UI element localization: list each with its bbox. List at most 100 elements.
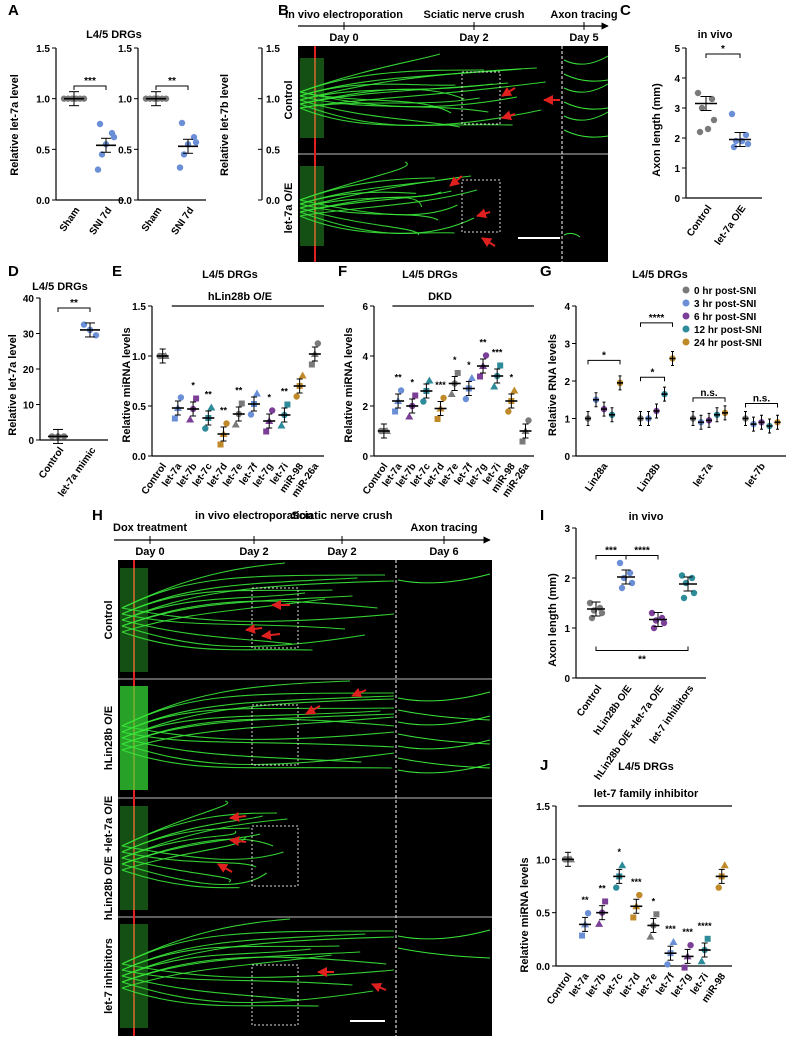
panel-i: in vivo Axon length (mm) 0123ControlhLin… [547,511,706,782]
panel-f-sig-9: * [510,373,514,383]
panel-e-ytick-label-2: 1.0 [132,352,146,363]
panel-h-step-3: Axon tracing [410,522,477,534]
panel-b-axon-ctrl-9 [299,107,513,126]
panel-a-right-point-1-5 [192,139,200,146]
panel-h-inset-axon-3-1 [397,947,491,959]
panel-f-point-2-0 [405,412,414,420]
panel-d-ytick-label-0: 0 [28,436,34,447]
panel-h-axon-1-6 [121,731,395,748]
panel-h-inset-axon-1-5 [397,757,491,769]
panel-b-arrow-1 [501,87,516,97]
panel-d-ytick-label-2: 20 [23,365,35,376]
panel-i-point-1-3 [628,579,636,587]
panel-h-axon-1-8 [121,743,395,766]
panel-b-row-label-1: let-7a O/E [283,183,295,234]
panel-d-ytick-label-1: 10 [23,401,35,412]
panel-e-ylabel: Relative miRNA levels [121,327,133,442]
panel-f-point-3-2 [425,376,434,384]
panel-b-step-1: Sciatic nerve crush [424,9,525,21]
panel-a-left-xtick-label-1: SNI 7d [88,205,115,237]
panel-h-axon-2-10 [121,812,278,847]
panel-h-day-2: Day 2 [327,546,356,558]
panel-g-ytick-label-3: 3 [564,340,570,351]
panel-a-right-ytick-label-0: 0.0 [118,196,132,207]
panel-f: L4/5 DRGs DKD Relative miRNA levels 0 2 4 6… [343,269,534,500]
panel-i-ylabel: Axon length (mm) [547,573,559,667]
panel-b-drg-glow-let7a [300,166,324,246]
panel-f-point-5-0 [447,390,456,397]
panel-b-axon-let7a-13 [299,190,452,213]
panel-a-right-point-1-3 [180,151,188,158]
panel-i-point-3-1 [688,574,696,582]
panel-a-right-raxis-label-3: 1.5 [266,44,280,55]
panel-c-point-0-3 [710,116,718,124]
panel-c-sig-bracket-0 [705,53,741,58]
panel-a-right-ytick-label-2: 1.0 [118,95,132,106]
panel-j-sig-5: * [652,896,656,906]
panel-b-arrow-6 [481,237,496,247]
panel-e-point-8-2 [284,401,291,408]
panel-h-axon-2-12 [121,818,288,859]
panel-g-ytick-label-2: 2 [564,377,570,388]
panel-b-inset-axon-6 [563,232,581,238]
panel-c-point-1-4 [730,143,738,151]
panel-h: Dox treatment in vivo electroporation Sc… [103,510,492,1036]
panel-g-legend-marker-3 [682,325,690,333]
panel-f-point-9-0 [505,408,512,415]
panel-a-left-xtick-label-0: Sham [58,205,83,234]
panel-i-point-1-1 [626,569,634,577]
panel-e-point-8-0 [277,421,286,429]
panel-g-legend-marker-2 [682,312,690,320]
panel-j-sig-3: * [617,847,621,857]
panel-a-left-sig-bracket-0 [73,85,107,90]
panel-letter-h: H [92,507,103,524]
panel-g-ytick-label-0: 0 [564,452,570,463]
panel-c-point-0-0 [694,89,702,97]
panel-h-arrow-3 [245,623,263,634]
panel-b-arrow-4 [449,175,463,187]
panel-a-right-xtick-label-0: Sham [140,205,165,234]
panel-h-axon-0-13 [121,595,353,627]
panel-c-point-1-1 [742,131,750,139]
panel-b-axon-ctrl-15 [299,91,452,114]
panel-f-point-7-0 [477,373,484,380]
panel-d-point-1-2 [92,332,100,339]
panel-h-axon-0-7 [121,619,293,645]
panel-b-axon-let7a-4 [299,189,478,217]
panel-a-right-raxis-label-2: 1.0 [266,95,280,106]
panel-e-point-3-0 [202,425,209,432]
panel-j-point-5-2 [653,911,660,918]
panel-h-axon-1-9 [121,749,392,769]
panel-e-point-6-0 [247,411,255,418]
panel-h-axon-0-10 [121,574,386,609]
panel-g-sig-label-1: **** [649,313,665,324]
panel-h-inset-axon-0-0 [397,573,491,584]
panel-e-point-10-2 [314,340,322,347]
panel-g-sig-bracket-1 [640,322,673,327]
panel-b-inset-box-1 [461,71,501,125]
panel-f-plot: 0246Control**let-7a*let-7blet-7c***let-7… [361,302,534,500]
panel-c: in vivo Axon length (mm) 0 1 2 3 4 5 Controlle… [651,29,762,248]
panel-f-point-1-2 [397,387,405,394]
panel-h-inset-axon-1-2 [397,715,491,726]
panel-i-point-3-0 [678,572,686,579]
panel-b-drg-glow-ctrl [300,58,324,138]
panel-a-left-ytick-label-3: 1.5 [36,44,50,55]
panel-h-inset-box-4 [251,964,299,1026]
panel-h-inset-axon-1-6 [397,763,491,774]
panel-e-subtitle: hLin28b O/E [208,291,272,303]
panel-e: L4/5 DRGs hLin28b O/E Relative miRNA lev… [121,269,324,500]
panel-b-step-0: in vivo electroporation [285,9,403,21]
panel-e-point-1-2 [177,394,185,401]
panel-h-axon-1-13 [121,713,395,745]
panel-f-point-4-0 [434,416,441,422]
panel-letter-a: A [8,2,19,19]
panel-i-point-1-4 [618,584,626,592]
panel-b-inset-axon-2 [563,83,609,93]
panel-e-point-5-2 [238,400,245,407]
panel-e-plot: 0.00.51.01.5Controllet-7a*let-7b**let-7c… [132,302,324,500]
panel-f-point-10-0 [519,438,526,445]
panel-b-day-0: Day 0 [329,32,358,44]
